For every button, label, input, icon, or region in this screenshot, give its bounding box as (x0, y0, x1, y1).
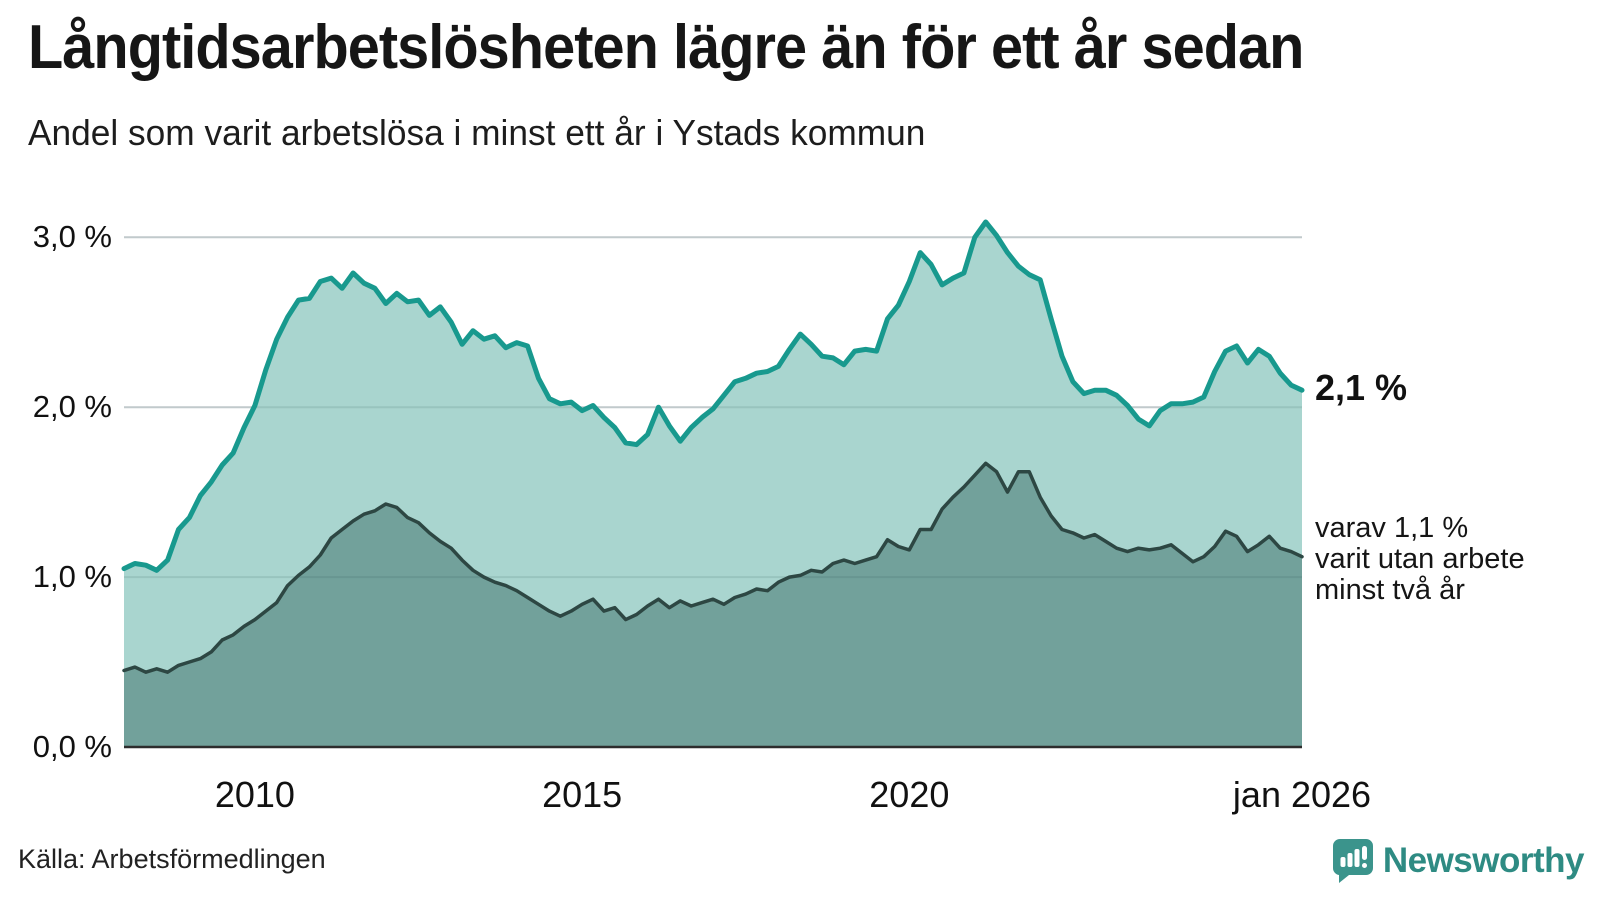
series-end-value-label: 2,1 % (1315, 367, 1408, 409)
series-annotation-line: varit utan arbete (1315, 542, 1525, 575)
newsworthy-logo-icon (1332, 839, 1373, 883)
x-axis-tick-label: jan 2026 (1232, 774, 1372, 815)
newsworthy-logo: Newsworthy (1332, 838, 1585, 884)
series-2-line (122, 461, 1304, 674)
y-axis-tick-label: 0,0 % (32, 729, 112, 764)
y-axis-tick-label: 2,0 % (32, 389, 112, 425)
page-title: Långtidsarbetslösheten lägre än för ett … (28, 13, 1304, 82)
series-2-area (124, 463, 1302, 747)
series-annotation-line: minst två år (1315, 573, 1465, 606)
series-annotation: varav 1,1 % varit utan arbete minst två år (1315, 511, 1525, 606)
source-note: Källa: Arbetsförmedlingen (18, 844, 326, 874)
y-axis-tick-label: 1,0 % (32, 559, 112, 595)
newsworthy-logo-text: Newsworthy (1382, 841, 1585, 880)
series-annotation-line: varav 1,1 % (1315, 511, 1469, 544)
chart-subtitle: Andel som varit arbetslösa i minst ett å… (28, 112, 926, 153)
x-axis-tick-label: 2015 (542, 774, 623, 815)
x-axis-tick-label: 2010 (214, 774, 295, 815)
y-axis-tick-label: 3,0 % (32, 219, 112, 255)
series-1-line (121, 219, 1305, 573)
x-axis-tick-label: 2020 (869, 774, 950, 815)
